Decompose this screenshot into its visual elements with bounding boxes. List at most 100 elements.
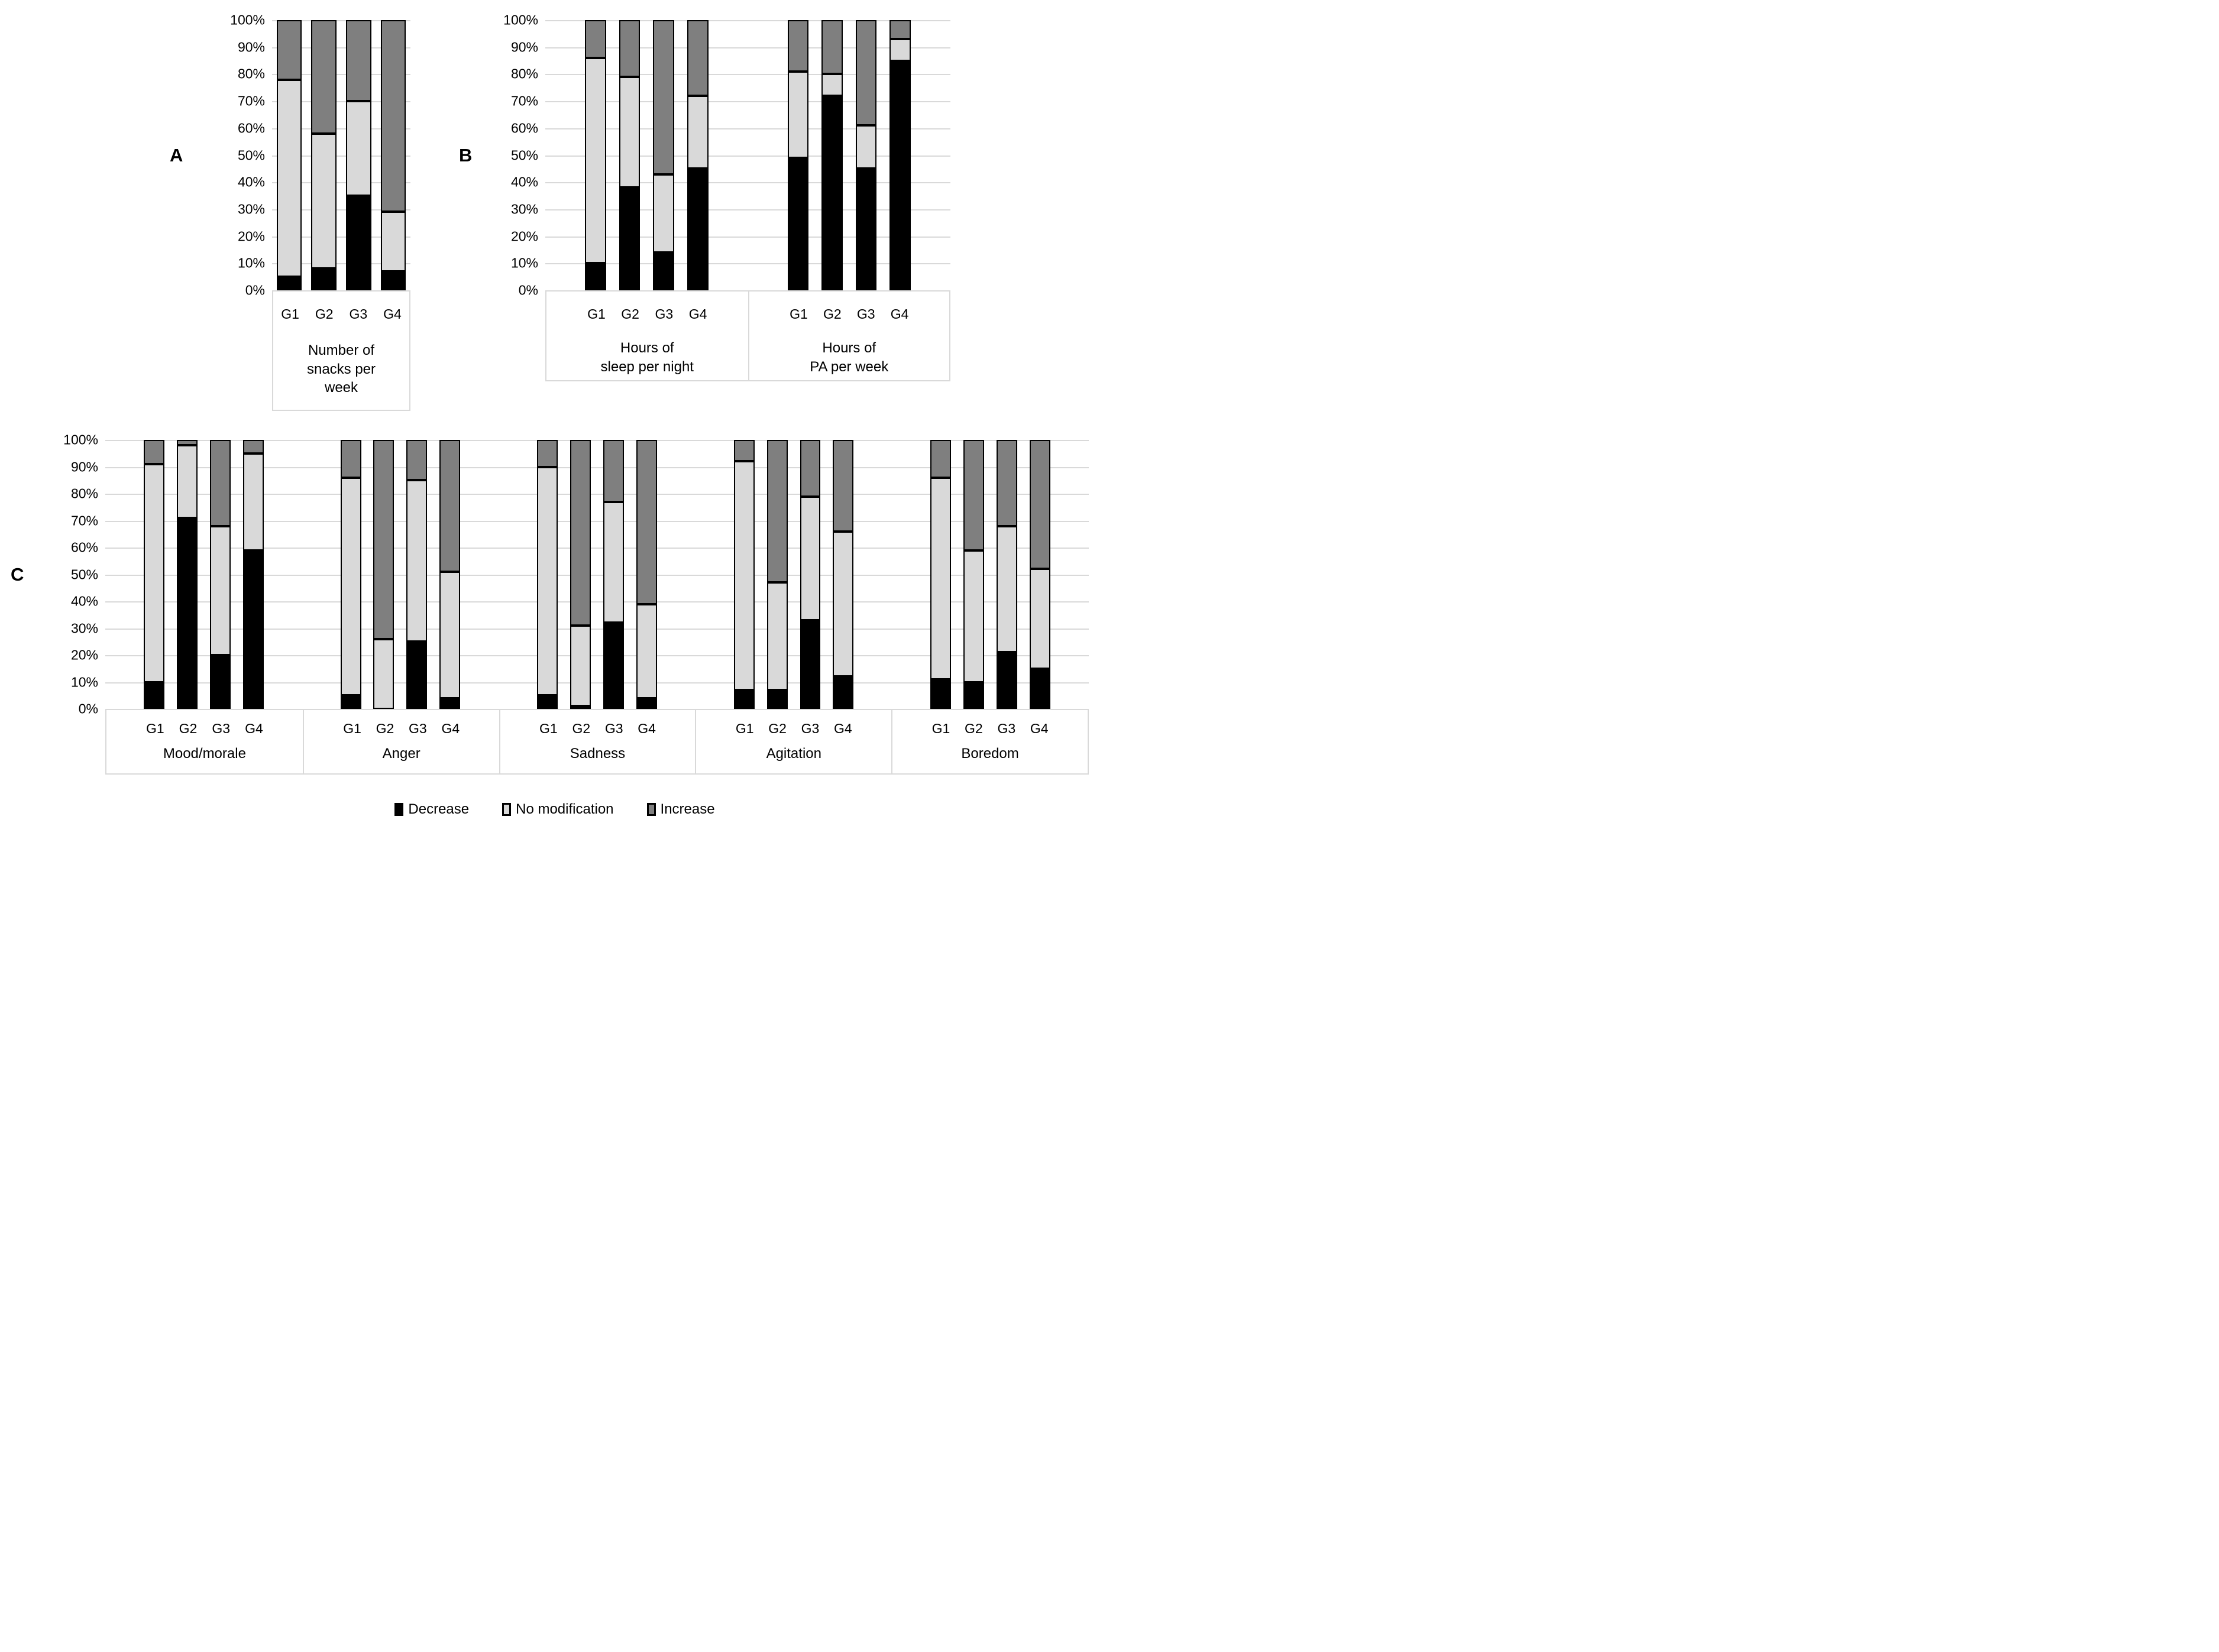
gridline: [105, 548, 1089, 549]
category-label: G3: [212, 721, 231, 736]
segment-no-modification: [733, 461, 755, 691]
bar-g1: [537, 440, 558, 709]
legend-label: No modification: [516, 801, 614, 817]
segment-no-modification: [603, 501, 624, 623]
segment-decrease: [766, 690, 788, 709]
axis-group-3: G1 G2 G3 G4 Agitation: [695, 709, 891, 773]
category-label: G4: [688, 306, 707, 322]
bar-group-0: [105, 440, 302, 709]
segment-increase: [687, 20, 709, 96]
gridline: [105, 520, 1089, 522]
group-label: Hours of sleep per night: [546, 339, 748, 376]
bar-g4: [1030, 440, 1050, 709]
legend-label: Decrease: [408, 801, 470, 817]
y-axis-tick: 50%: [510, 147, 538, 163]
bar-group-0: [545, 20, 748, 290]
category-label: G2: [376, 721, 394, 736]
panel-c-letter: C: [11, 563, 24, 585]
bar-g4: [636, 440, 657, 709]
y-axis-tick: 60%: [237, 120, 265, 136]
segment-no-modification: [766, 582, 788, 691]
bar-g3: [406, 440, 428, 709]
y-axis-tick: 0%: [245, 282, 265, 298]
category-label: G3: [409, 721, 427, 736]
axis-group-2: G1 G2 G3 G4 Sadness: [499, 709, 696, 773]
gridline: [545, 263, 950, 265]
y-axis-tick: 70%: [70, 513, 98, 528]
segment-decrease: [276, 277, 302, 290]
category-label: G3: [997, 721, 1016, 736]
segment-increase: [603, 440, 624, 502]
gridline: [272, 209, 410, 210]
segment-increase: [340, 440, 361, 478]
segment-no-modification: [311, 133, 337, 269]
segment-increase: [855, 20, 877, 126]
gridline: [545, 20, 950, 21]
bar-g2: [766, 440, 788, 709]
group-label-line: Mood/morale: [163, 746, 246, 762]
category-label: G3: [604, 721, 623, 736]
category-label: G4: [890, 306, 909, 322]
group-label: Boredom: [892, 744, 1088, 763]
panel-a-plot: 100% 90% 80% 70% 60% 50% 40% 30% 20% 10% 0%: [230, 12, 410, 298]
bar-g3: [209, 440, 231, 709]
panel-b-plot: 100% 90% 80% 70% 60% 50% 40% 30% 20% 10% 0%: [503, 12, 950, 298]
y-axis-tick: 60%: [70, 539, 98, 555]
bar-g3: [603, 440, 624, 709]
category-label: G4: [1030, 721, 1049, 736]
figure: A 100% 90% 80% 70% 60% 50% 40% 30% 20% 10% 0% G1 G2…: [0, 0, 1110, 826]
segment-no-modification: [537, 467, 558, 696]
bar-g4: [242, 440, 264, 709]
gridline: [105, 574, 1089, 576]
bar-g4: [687, 20, 709, 290]
segment-no-modification: [787, 71, 809, 158]
segment-increase: [439, 440, 461, 572]
segment-no-modification: [997, 526, 1018, 653]
segment-increase: [380, 20, 406, 212]
gridline: [105, 467, 1089, 468]
bar-g1: [733, 440, 755, 709]
y-axis-tick: 100%: [63, 432, 98, 448]
segment-no-modification: [1030, 569, 1050, 669]
segment-decrease: [311, 268, 337, 290]
y-axis-tick: 50%: [70, 566, 98, 582]
segment-decrease: [242, 550, 264, 709]
bar-g1: [930, 440, 952, 709]
category-label: G2: [621, 306, 639, 322]
segment-no-modification: [687, 95, 709, 169]
bar-g3: [346, 20, 371, 290]
bar-group-3: [696, 440, 892, 709]
segment-decrease: [687, 169, 709, 290]
gridline: [272, 101, 410, 103]
y-axis-tick: 10%: [237, 255, 265, 271]
gridline: [272, 263, 410, 265]
gridline: [105, 655, 1089, 656]
segment-increase: [619, 20, 641, 77]
y-axis-tick: 80%: [237, 66, 265, 82]
segment-increase: [537, 440, 558, 467]
y-axis-tick: 30%: [510, 201, 538, 217]
segment-increase: [346, 20, 371, 102]
segment-no-modification: [176, 445, 198, 518]
group-label-line: Hours of: [822, 340, 876, 356]
segment-decrease: [346, 196, 371, 290]
gridline: [105, 494, 1089, 495]
group-label-line: Number of: [308, 342, 375, 358]
category-label: G1: [281, 306, 299, 322]
group-label: Anger: [304, 744, 499, 763]
segment-increase: [653, 20, 674, 174]
bar-g1: [340, 440, 361, 709]
gridline: [272, 128, 410, 129]
category-label: G1: [735, 721, 754, 736]
bar-g4: [833, 440, 854, 709]
bar-group-2: [499, 440, 696, 709]
legend-item-no-modification: No modification: [502, 801, 614, 818]
category-label: G1: [145, 721, 164, 736]
y-axis-tick: 20%: [237, 228, 265, 244]
category-label: G2: [315, 306, 334, 322]
segment-decrease: [380, 271, 406, 290]
segment-decrease: [855, 169, 877, 290]
segment-increase: [821, 20, 843, 74]
segment-no-modification: [821, 74, 843, 96]
gridline: [272, 74, 410, 76]
